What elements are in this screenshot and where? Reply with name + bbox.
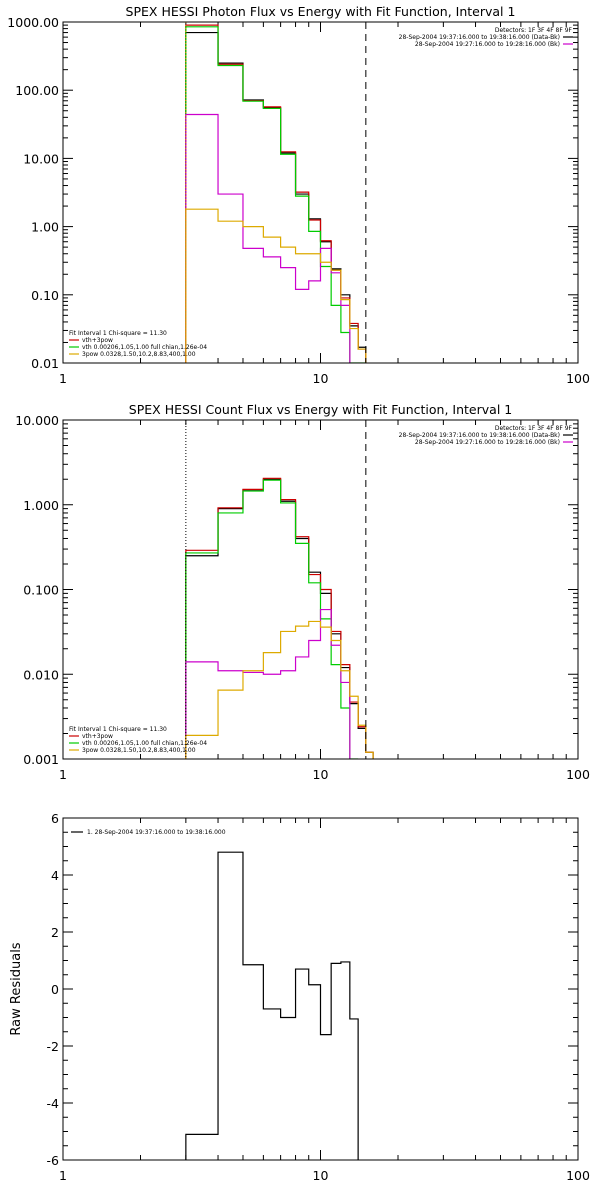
y-tick-label: 0.10 [31,288,59,303]
legend-top-entry: 28-Sep-2004 19:27:16.000 to 19:28:16.000… [415,439,560,446]
legend-bottom-left: Fit Interval 1 Chi-square = 11.30vth+3po… [69,330,207,358]
series-line-5 [185,208,367,363]
y-tick-label: 6 [51,811,59,826]
plot-frame [62,419,579,760]
y-tick-label: 100.00 [15,83,59,98]
chart-title: SPEX HESSI Photon Flux vs Energy with Fi… [126,4,516,19]
series-group [185,24,367,363]
y-axis-ticks [63,21,578,364]
x-axis-ticks [62,818,567,1160]
x-tick-label: 10 [313,371,329,386]
x-tick-label: 10 [313,1168,329,1183]
y-tick-label: 0.01 [31,356,59,371]
plot-frame [62,817,579,1161]
y-tick-label: 10.000 [15,413,59,428]
series-line-5 [185,620,374,759]
x-tick-label: 100 [566,767,590,782]
series-line-3 [185,479,359,759]
legend-fit-entry: vth+3pow [82,733,113,740]
y-tick-label: 1000.00 [7,15,59,30]
legend-fit-entry: vth 0.00206,1.05,1.00 full chian,1.26e-0… [82,344,207,351]
series-group [185,477,374,759]
y-tick-label: 4 [51,868,59,883]
y-tick-label: 0.100 [23,583,59,598]
y-axis-label: Raw Residuals [9,942,24,1035]
y-tick-label: 0 [51,982,59,997]
series-line-2 [185,24,367,363]
series-group [185,851,359,1160]
legend-fit-entry: vth 0.00206,1.05,1.00 full chian,1.26e-0… [82,740,207,747]
legend-fit-entry: vth+3pow [82,337,113,344]
legend-residuals-entry: 1. 28-Sep-2004 19:37:16.000 to 19:38:16.… [87,829,226,836]
y-tick-label: 2 [51,925,59,940]
series-line-4 [185,608,351,759]
x-axis-ticks [62,420,567,759]
legend-fit-header: Fit Interval 1 Chi-square = 11.30 [69,726,167,733]
chart-panel-3: Raw Residuals 1 10 100 -6 -4 -2 0 2 4 6 1. 28-Sep-2… [9,811,590,1183]
x-tick-label: 1 [59,767,67,782]
chart-panel-2: SPEX HESSI Count Flux vs Energy with Fit… [15,402,590,782]
y-tick-label: 0.010 [23,667,59,682]
x-tick-label: 100 [566,1168,590,1183]
y-tick-label: 10.00 [23,151,59,166]
legend-top-entry: 28-Sep-2004 19:37:16.000 to 19:38:16.000… [399,34,560,41]
legend-fit-entry: 3pow 0.0328,1.50,10.2,8.83,400,1.00 [82,351,196,358]
series-line-1 [185,31,367,363]
chart-title: SPEX HESSI Count Flux vs Energy with Fit… [129,402,512,417]
y-tick-label: -6 [47,1153,60,1168]
legend-top-entry: 28-Sep-2004 19:37:16.000 to 19:38:16.000… [399,432,560,439]
legend-fit-header: Fit Interval 1 Chi-square = 11.30 [69,330,167,337]
legend-top-entry: Detectors: 1F 3F 4F 8F 9F [495,27,573,34]
legend-bottom-left: Fit Interval 1 Chi-square = 11.30vth+3po… [69,726,207,754]
y-tick-label: -2 [47,1039,59,1054]
y-tick-label: 0.001 [23,752,59,767]
series-line-4 [185,113,351,363]
x-tick-label: 100 [566,371,590,386]
series-line-1 [185,851,359,1160]
series-line-2 [185,477,374,759]
y-tick-label: 1.000 [23,498,59,513]
legend-residuals: 1. 28-Sep-2004 19:37:16.000 to 19:38:16.… [71,829,226,836]
y-tick-label: 1.00 [31,220,59,235]
legend-fit-entry: 3pow 0.0328,1.50,10.2,8.83,400,1.00 [82,747,196,754]
x-tick-label: 10 [313,767,329,782]
x-tick-label: 1 [59,1168,67,1183]
series-line-3 [185,26,366,363]
plot-frame [62,21,579,364]
legend-top-entry: Detectors: 1F 3F 4F 8F 9F [495,425,573,432]
x-tick-label: 1 [59,371,67,386]
legend-top-entry: 28-Sep-2004 19:27:16.000 to 19:28:16.000… [415,41,560,48]
y-tick-label: -4 [47,1096,60,1111]
x-axis-ticks [62,22,567,363]
series-line-1 [185,478,374,759]
chart-panel-1: SPEX HESSI Photon Flux vs Energy with Fi… [7,4,590,386]
